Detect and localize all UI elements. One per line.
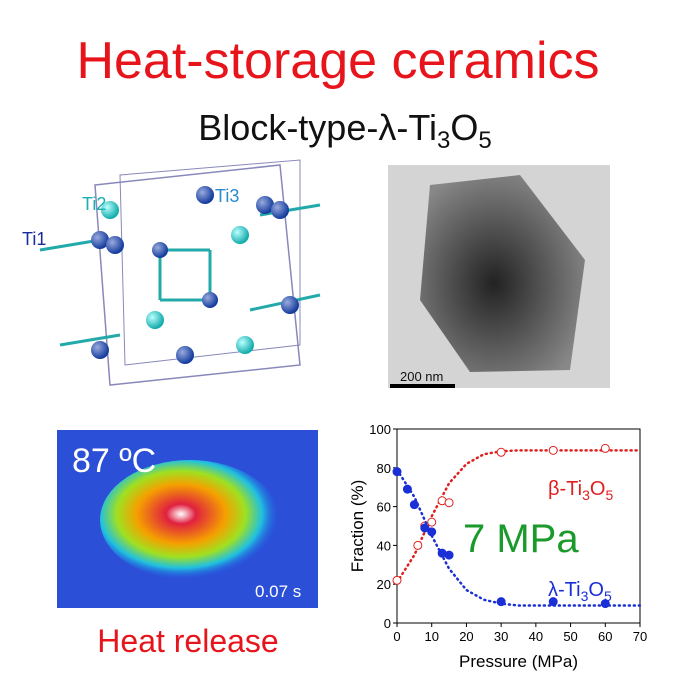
subtitle-sub: 3 — [437, 127, 450, 154]
caption: Heat release — [97, 623, 278, 659]
data-point — [600, 443, 610, 453]
fit-line — [395, 468, 642, 607]
atom-label: Ti3 — [215, 186, 239, 206]
x-axis-label: Pressure (MPa) — [459, 652, 578, 671]
thermal-image — [57, 430, 318, 608]
subtitle-part: Block-type-λ-Ti — [198, 107, 437, 148]
x-tick-label: 70 — [633, 629, 647, 644]
annotation: 7 MPa — [463, 517, 579, 561]
subtitle-part: O — [450, 107, 478, 148]
data-point — [444, 498, 454, 508]
y-tick-label: 80 — [377, 461, 391, 476]
series-label-part: λ-Ti — [548, 579, 581, 601]
data-point — [427, 527, 437, 537]
chart: 0 20 40 60 80 100 0 10 20 30 40 50 60 70 Pressure (MPa… — [348, 422, 647, 671]
x-tick-label: 40 — [529, 629, 543, 644]
data-point — [444, 550, 454, 560]
micrograph — [388, 165, 610, 388]
data-point — [548, 445, 558, 455]
series-label: β-Ti3O5 — [548, 478, 613, 503]
scale-bar-label: 200 nm — [400, 369, 443, 384]
y-tick-label: 40 — [377, 538, 391, 553]
series-label: λ-Ti3O5 — [548, 579, 612, 604]
data-point — [496, 447, 506, 457]
series-label-part: O — [590, 478, 606, 500]
plot-frame — [396, 428, 641, 624]
x-tick-label: 20 — [459, 629, 473, 644]
subtitle-sub: 5 — [478, 127, 491, 154]
y-tick-label: 100 — [369, 422, 391, 437]
y-tick-label: 20 — [377, 577, 391, 592]
series-label-sub: 5 — [605, 487, 613, 503]
atom-label: Ti2 — [82, 194, 106, 214]
series-label-part: β-Ti — [548, 478, 582, 500]
series-label-sub: 5 — [604, 588, 612, 604]
x-tick-label: 10 — [424, 629, 438, 644]
title: Heat-storage ceramics — [76, 32, 599, 90]
data-point — [420, 523, 430, 533]
y-tick-label: 0 — [384, 616, 391, 631]
series-label-sub: 3 — [581, 588, 589, 604]
x-tick-label: 50 — [563, 629, 577, 644]
data-point — [600, 599, 610, 609]
y-tick-label: 60 — [377, 500, 391, 515]
temperature-label: 87 ºC — [72, 442, 156, 480]
data-point — [409, 500, 419, 510]
data-point — [548, 597, 558, 607]
fit-line — [395, 449, 642, 584]
data-point — [427, 517, 437, 527]
atom-label: Ti1 — [22, 229, 46, 249]
series-label-sub: 3 — [582, 487, 590, 503]
time-label: 0.07 s — [255, 582, 301, 601]
data-point — [392, 467, 402, 477]
data-point — [402, 484, 412, 494]
x-tick-label: 60 — [598, 629, 612, 644]
series-label-part: O — [588, 579, 604, 601]
data-point — [413, 540, 423, 550]
data-point — [392, 575, 402, 585]
x-tick-label: 0 — [393, 629, 400, 644]
crystal-structure — [39, 159, 321, 386]
y-axis-label: Fraction (%) — [348, 480, 367, 573]
data-point — [496, 597, 506, 607]
subtitle: Block-type-λ-Ti3O5 — [198, 107, 491, 154]
x-tick-label: 30 — [494, 629, 508, 644]
